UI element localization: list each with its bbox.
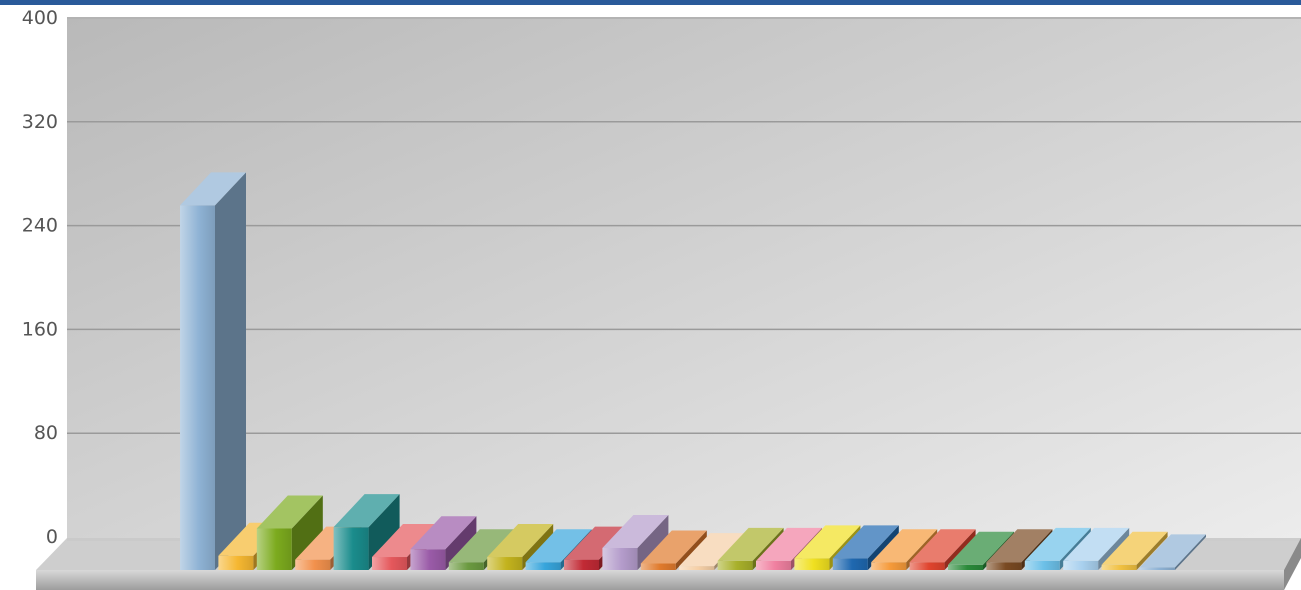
y-tick-label: 0 (46, 526, 58, 548)
bar-top (871, 529, 938, 563)
bar-top (832, 525, 899, 559)
bars (180, 172, 1206, 570)
floor-front (36, 570, 1284, 590)
bar-top (909, 529, 976, 563)
bar-front (1063, 560, 1099, 570)
bar-side (1175, 534, 1206, 570)
bar (180, 172, 246, 570)
bar-top (372, 524, 438, 558)
bar-top (1140, 534, 1206, 568)
bar-side (637, 514, 669, 570)
bar-top (180, 172, 246, 206)
bar-front (372, 557, 407, 570)
bar-front (180, 205, 215, 570)
bar-top (410, 516, 477, 550)
bar (640, 530, 707, 570)
bar-front (832, 558, 868, 570)
bar-top (948, 531, 1014, 565)
bar-top (487, 524, 554, 558)
bar (256, 495, 323, 570)
bar-front (564, 559, 599, 570)
bar-top (717, 527, 784, 561)
bar (410, 516, 477, 570)
y-tick-label: 240 (22, 215, 58, 237)
plot-background (67, 19, 1301, 541)
bar-front (871, 562, 907, 570)
y-tick-label: 80 (34, 422, 58, 444)
bar-front (333, 527, 369, 570)
bar-top (1063, 527, 1130, 561)
bar (1063, 527, 1130, 570)
bar-top (448, 529, 515, 563)
bar-front (1101, 564, 1137, 570)
y-tick-label: 400 (22, 7, 58, 29)
floor-side (1284, 538, 1301, 590)
bar-top (640, 530, 707, 564)
y-axis-ticks: 0 80 160 240 320 400 (22, 7, 58, 548)
bar-front (756, 560, 791, 570)
bar-side (944, 529, 976, 570)
bar-side (215, 172, 246, 570)
bar-top (333, 494, 400, 528)
bar-front (295, 559, 331, 570)
bar-front (909, 562, 945, 570)
bar-front (679, 566, 715, 570)
bar-side (291, 495, 323, 570)
bar-front (256, 528, 292, 570)
y-tick-label: 160 (22, 318, 58, 340)
bar-top (986, 529, 1053, 563)
bar-side (675, 530, 707, 570)
bar-side (1136, 531, 1168, 570)
bar-side (1098, 527, 1130, 570)
bar-front (1024, 560, 1060, 570)
bar-front (218, 555, 254, 570)
y-tick-label: 320 (22, 111, 58, 133)
bar-top (794, 525, 861, 559)
bar-top (679, 533, 746, 567)
top-border (0, 0, 1301, 5)
bar-front (717, 560, 753, 570)
bar-front (525, 562, 561, 570)
bar-front (794, 558, 830, 570)
bar-front (487, 557, 523, 570)
bar-front (986, 562, 1022, 570)
bar-front (602, 547, 638, 570)
bar-front (948, 564, 983, 570)
bar-top (525, 529, 592, 563)
bar-top (756, 527, 822, 561)
bar-top (256, 495, 323, 529)
bar-front (640, 563, 676, 570)
bar-front (448, 562, 484, 570)
bar-front (410, 549, 446, 570)
gridlines (67, 17, 1301, 434)
bar (1101, 531, 1168, 570)
bar-top (1101, 531, 1168, 565)
bar (1140, 534, 1206, 570)
bar-side (445, 516, 477, 570)
bar (602, 514, 669, 570)
bar-top (602, 514, 669, 548)
bar-front (1140, 567, 1175, 570)
bar-top (564, 526, 630, 560)
bar (909, 529, 976, 570)
bar (333, 494, 400, 570)
bar-side (368, 494, 400, 570)
bar-top (1024, 527, 1091, 561)
